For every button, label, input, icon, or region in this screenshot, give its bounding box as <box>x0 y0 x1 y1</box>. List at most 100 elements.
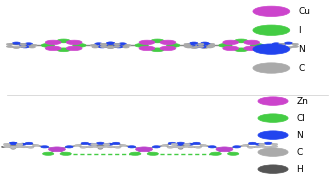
Circle shape <box>57 39 70 43</box>
Circle shape <box>108 143 112 144</box>
Circle shape <box>101 46 107 47</box>
Circle shape <box>248 146 254 148</box>
Circle shape <box>184 43 190 45</box>
Circle shape <box>25 142 33 144</box>
Circle shape <box>253 25 290 36</box>
Circle shape <box>270 46 276 48</box>
Circle shape <box>249 142 256 144</box>
Circle shape <box>106 42 114 44</box>
Circle shape <box>253 63 290 73</box>
Circle shape <box>9 142 17 144</box>
Circle shape <box>195 43 201 45</box>
Circle shape <box>258 114 288 122</box>
Circle shape <box>147 152 158 155</box>
Circle shape <box>256 143 263 146</box>
Circle shape <box>292 43 298 45</box>
Circle shape <box>190 42 198 44</box>
Circle shape <box>49 147 65 152</box>
Circle shape <box>255 146 261 148</box>
Circle shape <box>21 146 25 147</box>
Circle shape <box>16 143 23 145</box>
Circle shape <box>168 142 176 144</box>
Circle shape <box>16 143 23 145</box>
Circle shape <box>171 143 178 145</box>
Circle shape <box>91 143 97 145</box>
Circle shape <box>208 46 215 47</box>
Text: Zn: Zn <box>296 97 308 106</box>
Circle shape <box>292 46 298 47</box>
Circle shape <box>21 46 29 48</box>
Circle shape <box>88 143 96 146</box>
Circle shape <box>108 146 112 147</box>
Circle shape <box>98 148 103 149</box>
Circle shape <box>179 148 183 149</box>
Circle shape <box>186 46 192 48</box>
Circle shape <box>104 146 110 147</box>
Circle shape <box>20 146 27 148</box>
Circle shape <box>115 46 123 48</box>
Circle shape <box>208 146 216 148</box>
Circle shape <box>278 44 285 46</box>
Circle shape <box>95 43 103 45</box>
Circle shape <box>4 146 10 147</box>
Text: C: C <box>298 64 305 73</box>
Circle shape <box>198 43 204 45</box>
Circle shape <box>175 143 183 146</box>
Circle shape <box>104 143 110 145</box>
Circle shape <box>105 143 113 146</box>
Circle shape <box>98 46 106 48</box>
Circle shape <box>188 146 192 147</box>
Circle shape <box>227 152 239 155</box>
Circle shape <box>177 142 185 144</box>
Circle shape <box>66 40 82 45</box>
Circle shape <box>113 44 121 46</box>
Text: Cl: Cl <box>296 114 305 123</box>
Circle shape <box>285 42 292 44</box>
Circle shape <box>197 44 205 46</box>
Circle shape <box>27 146 34 148</box>
Circle shape <box>271 146 278 147</box>
Circle shape <box>195 46 201 47</box>
Circle shape <box>285 47 291 48</box>
Circle shape <box>151 39 164 43</box>
Circle shape <box>9 142 17 144</box>
Text: C: C <box>296 148 303 157</box>
Circle shape <box>258 165 288 174</box>
Circle shape <box>186 143 193 146</box>
Circle shape <box>45 46 61 50</box>
Circle shape <box>191 47 197 48</box>
Circle shape <box>152 146 160 148</box>
Text: I: I <box>298 26 301 35</box>
Circle shape <box>100 44 108 46</box>
Circle shape <box>45 40 61 45</box>
Circle shape <box>139 40 155 45</box>
Circle shape <box>139 46 155 50</box>
Circle shape <box>41 146 49 148</box>
Circle shape <box>13 47 19 48</box>
Circle shape <box>123 46 129 48</box>
Circle shape <box>258 148 288 156</box>
Circle shape <box>244 40 260 45</box>
Circle shape <box>162 144 168 146</box>
Circle shape <box>119 43 126 45</box>
Circle shape <box>6 43 13 45</box>
Circle shape <box>65 146 73 148</box>
Circle shape <box>166 43 180 47</box>
Circle shape <box>107 47 113 48</box>
Circle shape <box>184 44 190 46</box>
Circle shape <box>259 143 265 145</box>
Circle shape <box>115 146 121 148</box>
Circle shape <box>233 146 241 148</box>
Circle shape <box>171 146 178 147</box>
Circle shape <box>73 43 86 47</box>
Circle shape <box>101 43 107 45</box>
Circle shape <box>219 43 232 47</box>
Circle shape <box>184 46 190 47</box>
Circle shape <box>41 43 55 47</box>
Circle shape <box>16 146 23 147</box>
Circle shape <box>90 44 96 46</box>
Circle shape <box>2 146 6 147</box>
Circle shape <box>244 46 260 50</box>
Circle shape <box>178 146 184 148</box>
Circle shape <box>114 43 120 45</box>
